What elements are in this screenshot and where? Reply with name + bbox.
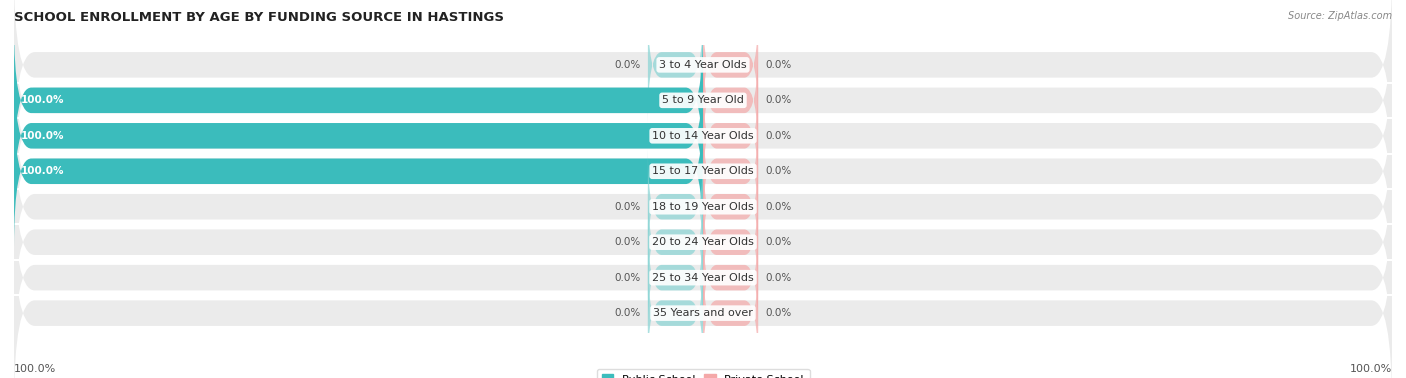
FancyBboxPatch shape xyxy=(14,60,703,212)
Text: 100.0%: 100.0% xyxy=(14,364,56,374)
FancyBboxPatch shape xyxy=(703,7,758,123)
FancyBboxPatch shape xyxy=(14,220,1392,378)
Text: 0.0%: 0.0% xyxy=(614,273,641,283)
Text: 0.0%: 0.0% xyxy=(765,237,792,247)
Text: 0.0%: 0.0% xyxy=(765,166,792,176)
FancyBboxPatch shape xyxy=(14,25,703,176)
Text: 15 to 17 Year Olds: 15 to 17 Year Olds xyxy=(652,166,754,176)
Text: 35 Years and over: 35 Years and over xyxy=(652,308,754,318)
FancyBboxPatch shape xyxy=(648,255,703,371)
Text: Source: ZipAtlas.com: Source: ZipAtlas.com xyxy=(1288,11,1392,21)
FancyBboxPatch shape xyxy=(14,77,1392,265)
Text: 0.0%: 0.0% xyxy=(614,60,641,70)
FancyBboxPatch shape xyxy=(703,255,758,371)
FancyBboxPatch shape xyxy=(14,42,1392,229)
Text: 25 to 34 Year Olds: 25 to 34 Year Olds xyxy=(652,273,754,283)
FancyBboxPatch shape xyxy=(703,42,758,158)
Text: 10 to 14 Year Olds: 10 to 14 Year Olds xyxy=(652,131,754,141)
FancyBboxPatch shape xyxy=(648,220,703,336)
FancyBboxPatch shape xyxy=(703,149,758,265)
Text: 3 to 4 Year Olds: 3 to 4 Year Olds xyxy=(659,60,747,70)
Text: 0.0%: 0.0% xyxy=(765,273,792,283)
Text: 18 to 19 Year Olds: 18 to 19 Year Olds xyxy=(652,202,754,212)
FancyBboxPatch shape xyxy=(14,7,1392,194)
Text: 0.0%: 0.0% xyxy=(765,202,792,212)
Text: 0.0%: 0.0% xyxy=(614,202,641,212)
FancyBboxPatch shape xyxy=(14,184,1392,371)
FancyBboxPatch shape xyxy=(703,220,758,336)
Text: 100.0%: 100.0% xyxy=(21,166,65,176)
Text: 0.0%: 0.0% xyxy=(765,60,792,70)
FancyBboxPatch shape xyxy=(14,95,703,247)
Text: 20 to 24 Year Olds: 20 to 24 Year Olds xyxy=(652,237,754,247)
Text: SCHOOL ENROLLMENT BY AGE BY FUNDING SOURCE IN HASTINGS: SCHOOL ENROLLMENT BY AGE BY FUNDING SOUR… xyxy=(14,11,505,24)
Text: 100.0%: 100.0% xyxy=(21,95,65,105)
FancyBboxPatch shape xyxy=(703,113,758,229)
Text: 0.0%: 0.0% xyxy=(765,95,792,105)
FancyBboxPatch shape xyxy=(648,7,703,123)
Text: 100.0%: 100.0% xyxy=(1350,364,1392,374)
FancyBboxPatch shape xyxy=(648,184,703,301)
FancyBboxPatch shape xyxy=(14,149,1392,336)
Text: 0.0%: 0.0% xyxy=(614,308,641,318)
Text: 100.0%: 100.0% xyxy=(21,131,65,141)
FancyBboxPatch shape xyxy=(703,77,758,194)
FancyBboxPatch shape xyxy=(703,184,758,301)
Text: 0.0%: 0.0% xyxy=(765,308,792,318)
Text: 0.0%: 0.0% xyxy=(614,237,641,247)
Text: 0.0%: 0.0% xyxy=(765,131,792,141)
Text: 5 to 9 Year Old: 5 to 9 Year Old xyxy=(662,95,744,105)
Legend: Public School, Private School: Public School, Private School xyxy=(596,369,810,378)
FancyBboxPatch shape xyxy=(14,113,1392,301)
FancyBboxPatch shape xyxy=(648,149,703,265)
FancyBboxPatch shape xyxy=(14,0,1392,158)
